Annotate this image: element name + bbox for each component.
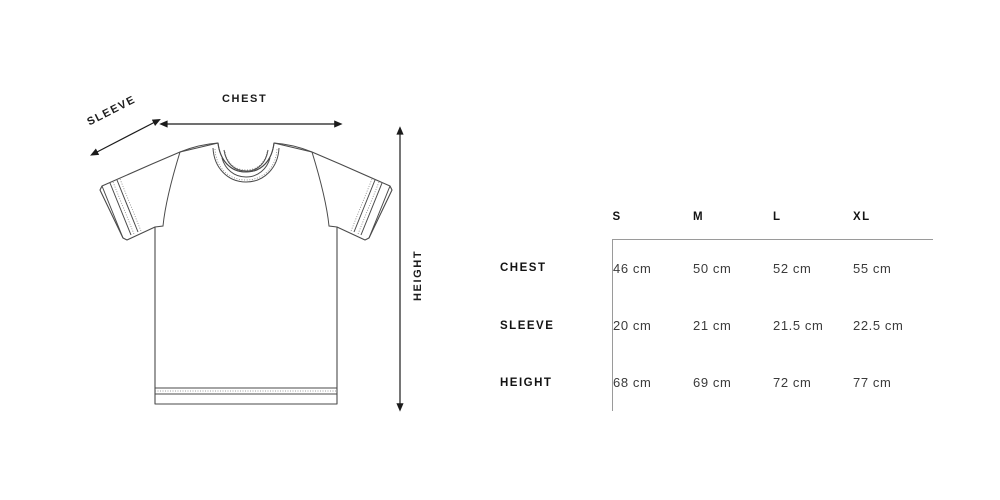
cuff-left-edge: [101, 185, 124, 239]
table-row: HEIGHT 68 cm 69 cm 72 cm 77 cm: [500, 354, 933, 411]
size-table-panel: S M L XL CHEST 46 cm 50 cm 52 cm 55 cm S…: [470, 0, 1000, 500]
collar-rib-outer: [212, 147, 280, 183]
cuff-left-hem-inner: [116, 179, 139, 233]
sleeve-left-stitching: [112, 178, 142, 235]
cell-chest-s: 46 cm: [612, 239, 693, 297]
cell-height-s: 68 cm: [612, 354, 693, 411]
shoulder-seam-left: [179, 142, 219, 153]
cell-height-l: 72 cm: [773, 375, 812, 390]
row-header-height: HEIGHT: [500, 376, 553, 389]
cell-sleeve-l: 21.5 cm: [773, 318, 824, 333]
collar-band-lower: [221, 157, 271, 178]
cell-chest-xl: 55 cm: [853, 239, 933, 297]
tshirt-diagram-panel: CHEST SLEEVE HEIGHT: [0, 0, 470, 500]
cuff-left-hem-outer: [109, 182, 132, 236]
table-row: SLEEVE 20 cm 21 cm 21.5 cm 22.5 cm: [500, 297, 933, 354]
shoulder-seams: [179, 142, 313, 153]
chest-dimension-label: CHEST: [222, 93, 268, 105]
sleeve-right-stitching: [350, 178, 380, 235]
height-dimension-label: HEIGHT: [412, 249, 424, 301]
cell-sleeve-m: 21 cm: [693, 318, 732, 333]
cell-sleeve-s: 20 cm: [612, 297, 693, 354]
shoulder-seam-right: [273, 142, 313, 153]
cuff-right-edge: [368, 185, 391, 239]
cell-height-m: 69 cm: [693, 375, 732, 390]
row-header-sleeve: SLEEVE: [500, 319, 555, 332]
armhole-left: [154, 151, 181, 228]
column-header-l: L: [773, 211, 782, 223]
size-table-header: S M L XL: [500, 195, 933, 240]
tshirt-technical-drawing: [90, 118, 404, 412]
table-row: CHEST 46 cm 50 cm 52 cm 55 cm: [500, 239, 933, 297]
cell-chest-m: 50 cm: [693, 239, 773, 297]
armhole-right: [311, 151, 338, 228]
bottom-hem: [155, 387, 337, 395]
sleeve-left: [101, 151, 181, 239]
column-header-s: S: [612, 211, 622, 223]
sleeve-dimension-arrow: [90, 118, 161, 156]
collar-outer-curve: [217, 142, 275, 173]
column-header-row: S M L XL: [500, 195, 933, 240]
sleeve-right: [311, 151, 391, 239]
column-header-xl: XL: [853, 211, 871, 223]
size-table-body: CHEST 46 cm 50 cm 52 cm 55 cm SLEEVE 20 …: [500, 239, 933, 411]
cell-chest-l: 52 cm: [773, 239, 853, 297]
column-header-m: M: [693, 211, 705, 223]
cell-sleeve-xl: 22.5 cm: [853, 318, 904, 333]
cuff-right-hem-outer: [360, 182, 383, 236]
table-corner-cell: [500, 195, 613, 240]
size-table: S M L XL CHEST 46 cm 50 cm 52 cm 55 cm S…: [500, 195, 933, 411]
cell-height-xl: 77 cm: [853, 375, 892, 390]
collar-group: [212, 142, 280, 183]
collar-rib-inner: [223, 149, 269, 172]
row-header-chest: CHEST: [500, 262, 547, 275]
cuff-right-hem-inner: [353, 179, 376, 233]
